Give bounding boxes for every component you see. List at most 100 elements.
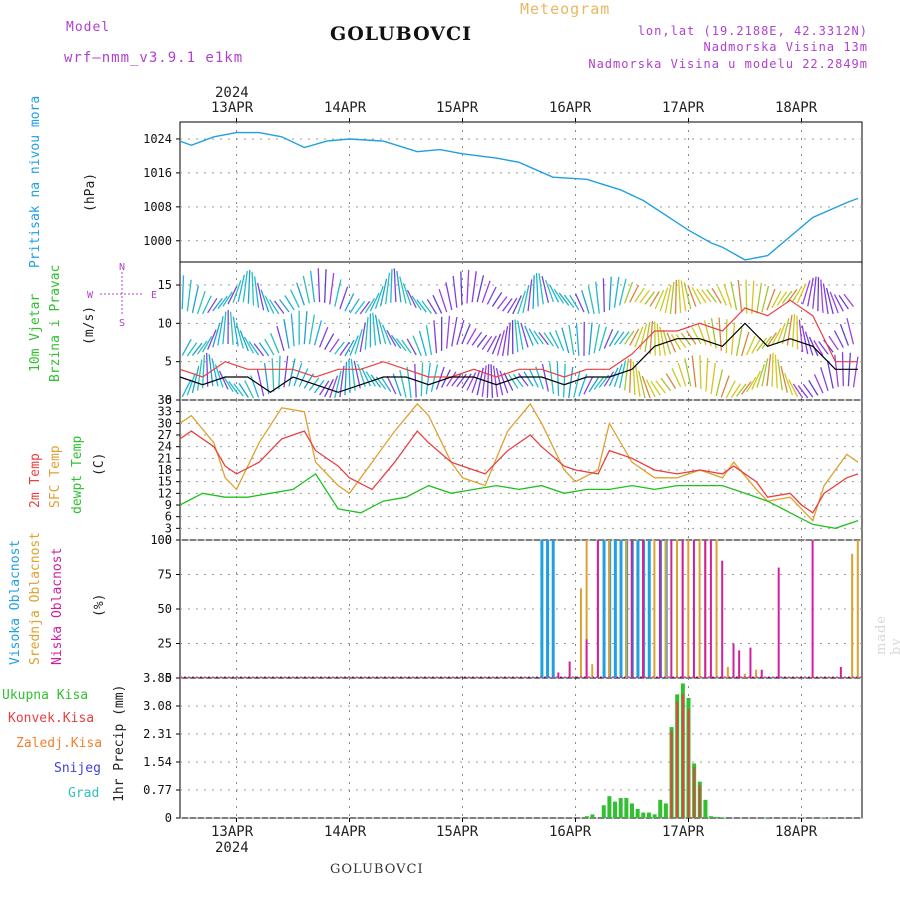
wind-arrow — [446, 371, 457, 387]
wind-arrow — [208, 354, 214, 387]
total-rain-bar — [663, 803, 668, 818]
wind-arrow — [186, 342, 198, 357]
wind-arrow — [705, 357, 709, 392]
wind-arrow — [608, 330, 620, 347]
wind-arrow — [323, 269, 327, 303]
wind-arrow — [735, 327, 743, 356]
wind-arrow — [791, 313, 796, 348]
wind-arrow — [687, 284, 697, 307]
wind-arrow — [452, 275, 458, 308]
temp-tick-label: 18 — [158, 463, 172, 477]
wind-arrow — [288, 358, 296, 387]
wind-arrow — [730, 383, 742, 398]
mid-cloud-bar — [698, 540, 701, 678]
wind-arrow — [425, 362, 431, 395]
wind-arrow — [563, 294, 575, 309]
top-date-tick: 16APR — [549, 100, 592, 116]
wind-arrow — [235, 323, 244, 349]
wind-arrow — [638, 370, 646, 398]
wind-arrow — [583, 376, 594, 395]
cloud-tick-label: 0 — [165, 671, 172, 685]
low-cloud-bar — [596, 540, 599, 678]
low-cloud-bar — [630, 540, 633, 678]
cloud-tick-label: 25 — [158, 637, 172, 651]
wind-arrow — [503, 372, 514, 391]
panel-frame — [179, 539, 863, 679]
wind-arrow — [191, 285, 200, 314]
wind-arrow — [186, 279, 192, 312]
wind-arrow — [834, 354, 839, 387]
wind-arrow — [456, 319, 465, 345]
wind-arrow — [826, 360, 834, 389]
wind-tick-label: 0 — [165, 393, 172, 407]
low-cloud-bar — [557, 672, 560, 678]
wind-arrow — [359, 300, 371, 315]
wind-arrow — [196, 340, 208, 355]
wind-arrow — [329, 273, 335, 305]
low-cloud-bar — [811, 540, 814, 678]
wind-arrow — [817, 277, 820, 312]
wind-arrow — [711, 287, 722, 304]
bottom-date-tick: 14APR — [324, 824, 367, 840]
wind-arrow — [524, 325, 534, 346]
wind-arrow — [776, 322, 786, 345]
wind-arrow — [390, 334, 402, 349]
wind-arrow — [629, 284, 640, 303]
wind-arrow — [798, 319, 804, 352]
wind-tick-label: 15 — [158, 278, 172, 292]
legend-total-rain: Ukupna Kisa — [2, 688, 89, 703]
wind-arrow — [761, 358, 769, 387]
low-cloud-bar — [704, 540, 707, 678]
wind-arrow — [370, 374, 382, 388]
wind-arrow — [402, 283, 412, 306]
total-rain-bar — [822, 817, 827, 819]
compass-s-label: S — [119, 318, 125, 329]
low-cloud-bar — [839, 666, 842, 678]
wind-arrow — [786, 289, 798, 303]
wind-arrow — [491, 333, 502, 355]
wind-arrow — [649, 320, 654, 355]
total-rain-bar — [618, 798, 623, 818]
wind-arrow — [412, 335, 422, 357]
wind-arrow — [290, 313, 295, 347]
mid-cloud-bar — [585, 540, 588, 678]
wind-arrow — [684, 358, 692, 387]
wind-arrow — [353, 360, 361, 389]
wind-arrow — [278, 355, 281, 390]
wind-arrow — [393, 268, 397, 303]
top-date-tick: 18APR — [775, 100, 818, 116]
high-cloud-bar — [636, 540, 640, 678]
wind-tick-label: 10 — [158, 316, 172, 330]
wind-arrow — [273, 300, 285, 314]
wind-arrow — [813, 340, 824, 356]
wind-arrow — [634, 326, 644, 348]
wind-arrow — [206, 352, 209, 387]
wind-arrow — [492, 365, 499, 398]
wind-arrow — [471, 271, 477, 303]
wind-arrow — [233, 383, 244, 397]
wind-arrow — [258, 342, 270, 357]
total-rain-bar — [652, 814, 657, 818]
mid-cloud-bar — [664, 540, 667, 678]
wind-arrow — [222, 291, 233, 307]
wind-arrow — [212, 298, 223, 312]
wind-arrow — [471, 331, 483, 346]
wind-arrow — [822, 283, 829, 314]
mid-cloud-bar — [625, 540, 628, 678]
wind-arrow — [339, 286, 349, 310]
wind-arrow — [581, 290, 590, 314]
low-cloud-bar — [585, 639, 588, 678]
wind-arrow — [659, 287, 669, 312]
wind-arrow — [655, 380, 666, 394]
wind-arrow — [399, 370, 407, 398]
wind-arrow — [624, 281, 634, 304]
wind-arrow — [486, 286, 497, 305]
wind-arrow — [460, 271, 463, 306]
wind-arrow — [227, 286, 238, 305]
bottom-date-tick: 18APR — [775, 824, 818, 840]
wind-arrow — [588, 322, 593, 356]
wind-arrow — [476, 334, 488, 348]
wind-arrow — [543, 332, 554, 347]
wind-arrow — [313, 320, 322, 346]
wind-arrow — [680, 332, 692, 346]
